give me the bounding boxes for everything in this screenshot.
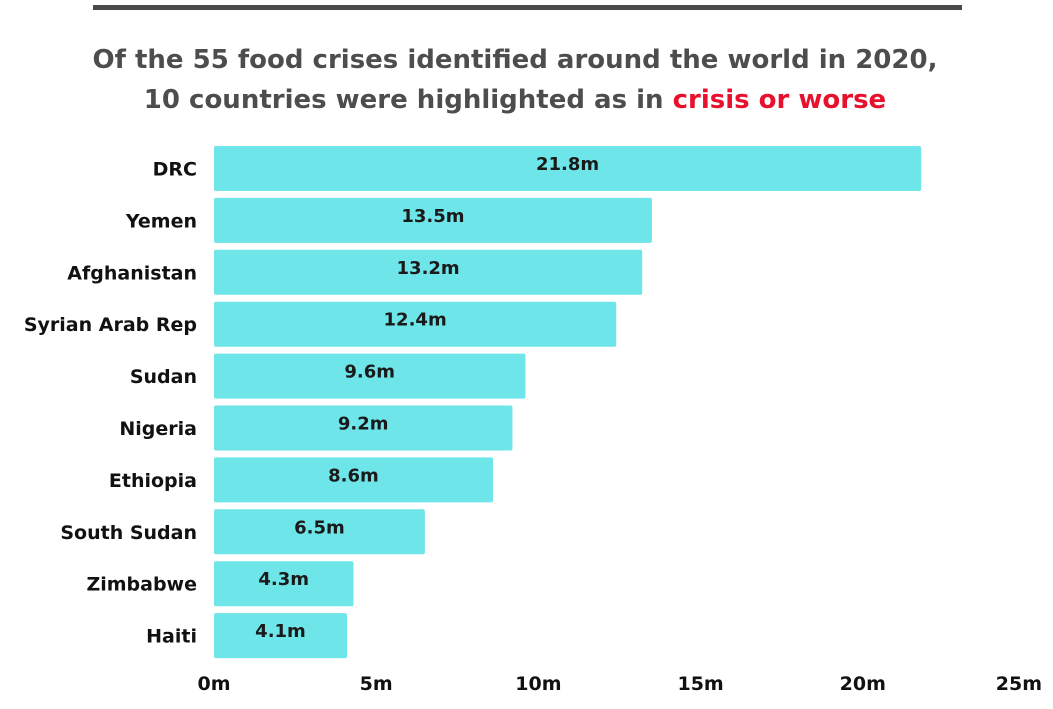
bar-value-label: 9.6m xyxy=(344,362,395,383)
top-rule xyxy=(93,5,962,10)
category-label: Sudan xyxy=(130,366,197,388)
bar-syrian-arab-rep xyxy=(214,301,617,347)
bar-value-label: 12.4m xyxy=(384,310,447,331)
bar-value-label: 21.8m xyxy=(536,154,599,175)
title-line-1: Of the 55 food crises identified around … xyxy=(92,45,938,75)
bar-value-label: 9.2m xyxy=(338,414,389,435)
chart-title: Of the 55 food crises identified around … xyxy=(0,40,1030,120)
bar-south-sudan xyxy=(214,509,425,555)
category-label: Syrian Arab Rep xyxy=(24,314,197,336)
bar-haiti xyxy=(214,613,348,659)
x-tick-label: 10m xyxy=(515,673,561,695)
category-label: DRC xyxy=(153,159,197,181)
bar-ethiopia xyxy=(214,457,493,503)
x-tick-label: 20m xyxy=(840,673,886,695)
bar-value-label: 13.2m xyxy=(397,258,460,279)
x-tick-label: 5m xyxy=(360,673,393,695)
category-label: South Sudan xyxy=(60,522,197,544)
category-label: Nigeria xyxy=(119,418,197,440)
x-tick-label: 0m xyxy=(197,673,230,695)
title-line-2: 10 countries were highlighted as in cris… xyxy=(0,80,1030,120)
bar-sudan xyxy=(214,353,526,399)
bar-value-label: 8.6m xyxy=(328,465,379,486)
category-label: Zimbabwe xyxy=(86,574,197,596)
bar-zimbabwe xyxy=(214,561,354,607)
bar-drc xyxy=(214,146,922,191)
bar-value-label: 13.5m xyxy=(401,206,464,227)
category-label: Haiti xyxy=(146,626,197,648)
bar-yemen xyxy=(214,197,652,243)
category-label: Ethiopia xyxy=(109,470,197,492)
bar-value-label: 4.3m xyxy=(258,569,309,590)
bar-value-label: 4.1m xyxy=(255,621,306,642)
bar-value-label: 6.5m xyxy=(294,517,345,538)
bar-afghanistan xyxy=(214,249,643,295)
category-label: Yemen xyxy=(125,210,197,232)
title-line-2-prefix: 10 countries were highlighted as in xyxy=(143,85,673,115)
category-label: Afghanistan xyxy=(67,262,197,284)
x-tick-label: 15m xyxy=(677,673,723,695)
bar-nigeria xyxy=(214,405,513,451)
title-highlight: crisis or worse xyxy=(672,85,887,115)
x-tick-label: 25m xyxy=(996,673,1042,695)
